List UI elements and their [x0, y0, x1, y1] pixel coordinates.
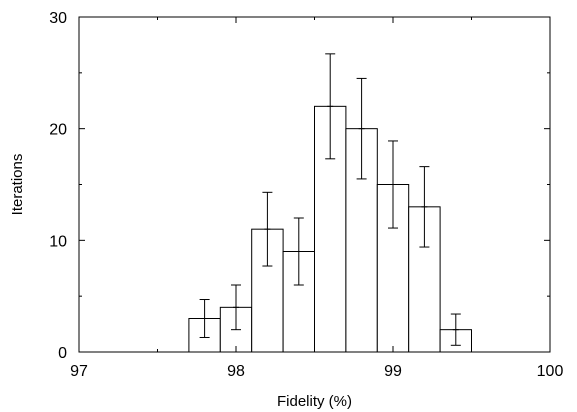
y-tick-label: 0: [58, 345, 67, 362]
x-tick-label: 100: [537, 363, 564, 380]
x-axis-label: Fidelity (%): [277, 393, 352, 410]
y-tick-label: 10: [49, 233, 67, 250]
x-tick-label: 99: [384, 363, 402, 380]
error-bars-group: [199, 53, 461, 346]
y-axis-label: Iterations: [9, 154, 26, 216]
y-tick-label: 20: [49, 122, 67, 139]
x-tick-label: 98: [227, 363, 245, 380]
x-tick-label: 97: [70, 363, 88, 380]
ticks-group: 97 98 99 100 0 10 20 30: [49, 10, 563, 380]
y-tick-label: 30: [49, 10, 67, 27]
